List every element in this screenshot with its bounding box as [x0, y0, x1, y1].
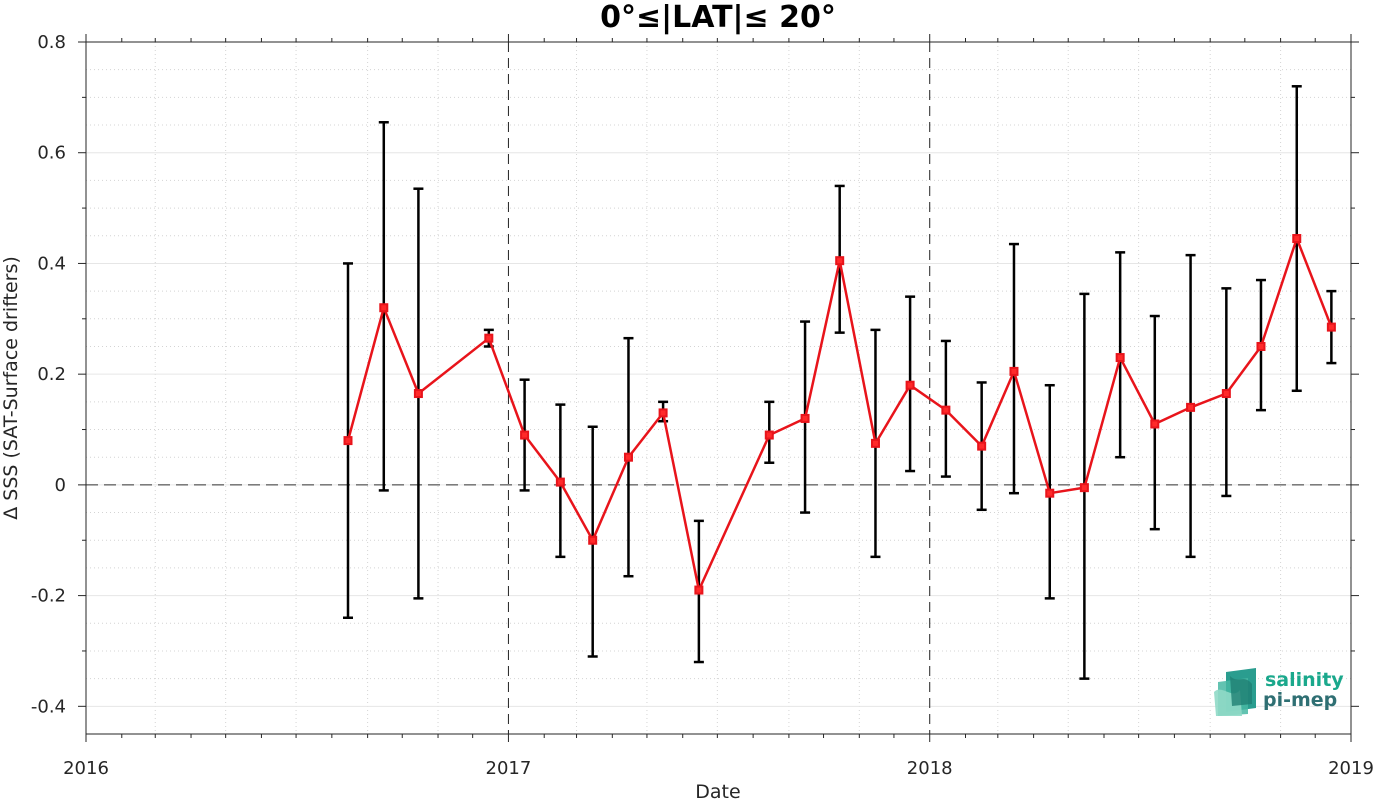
y-axis-label: Δ SSS (SAT-Surface drifters): [0, 256, 22, 520]
data-point: [1115, 353, 1125, 363]
data-point: [555, 477, 565, 487]
data-point: [379, 303, 389, 313]
axis-ticks: [78, 34, 1359, 742]
data-point: [1326, 322, 1336, 332]
data-point: [520, 430, 530, 440]
y-tick-label: 0: [55, 475, 66, 496]
data-point: [870, 438, 880, 448]
y-tick-label: -0.4: [31, 696, 66, 717]
x-tick-labels: 2016 2017 2018 2019: [63, 758, 1374, 779]
data-point: [835, 256, 845, 266]
data-point: [1150, 419, 1160, 429]
logo-text-pi-mep: pi-mep: [1263, 689, 1337, 711]
x-tick-label: 2019: [1328, 758, 1374, 779]
x-tick-label: 2016: [63, 758, 109, 779]
plot-frame: [85, 41, 1352, 735]
minor-grid: [86, 42, 1351, 735]
y-tick-label: 0.4: [37, 253, 66, 274]
data-point: [1256, 341, 1266, 351]
data-point: [588, 535, 598, 545]
x-tick-label: 2017: [486, 758, 532, 779]
y-tick-label: 0.2: [37, 364, 66, 385]
y-tick-label: -0.2: [31, 586, 66, 607]
chart-title: 0°≤|LAT|≤ 20°: [600, 0, 836, 35]
data-point: [413, 389, 423, 399]
data-point: [623, 452, 633, 462]
logo-waves-icon: [1214, 668, 1256, 716]
series-group: [343, 234, 1336, 595]
data-point: [1079, 483, 1089, 493]
data-point: [764, 430, 774, 440]
y-tick-labels: 0.8 0.6 0.4 0.2 0 -0.2 -0.4: [31, 32, 66, 717]
salinity-pi-mep-logo: salinity pi-mep: [1214, 668, 1344, 716]
x-tick-label: 2018: [907, 758, 953, 779]
data-point: [1045, 488, 1055, 498]
data-point: [484, 333, 494, 343]
data-point: [800, 413, 810, 423]
data-point: [694, 585, 704, 595]
data-point: [941, 405, 951, 415]
x-axis-label: Date: [695, 781, 740, 801]
y-tick-label: 0.6: [37, 143, 66, 164]
data-point: [343, 436, 353, 446]
data-point: [658, 408, 668, 418]
y-tick-label: 0.8: [37, 32, 66, 53]
plot-area: [86, 42, 1351, 734]
data-point: [1186, 402, 1196, 412]
data-point: [977, 441, 987, 451]
data-point: [905, 380, 915, 390]
data-point: [1221, 389, 1231, 399]
logo-text-salinity: salinity: [1265, 669, 1344, 691]
data-point: [1292, 234, 1302, 244]
data-point: [1009, 366, 1019, 376]
